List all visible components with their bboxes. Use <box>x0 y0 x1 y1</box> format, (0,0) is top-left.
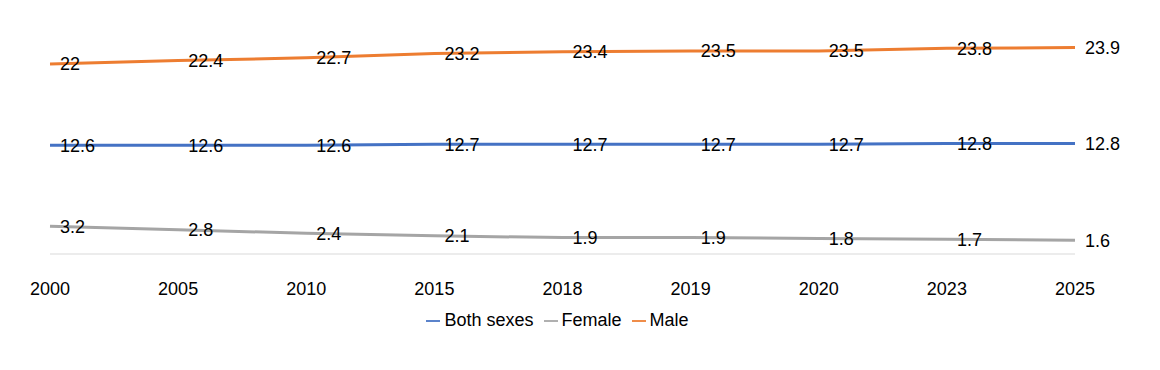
svg-text:23.9: 23.9 <box>1085 38 1120 58</box>
svg-text:22.4: 22.4 <box>188 51 223 71</box>
svg-text:12.7: 12.7 <box>829 135 864 155</box>
svg-text:2018: 2018 <box>542 279 582 299</box>
svg-text:2000: 2000 <box>30 279 70 299</box>
svg-text:12.8: 12.8 <box>1085 134 1120 154</box>
svg-text:2.1: 2.1 <box>444 226 469 246</box>
svg-text:1.7: 1.7 <box>957 230 982 250</box>
svg-text:12.7: 12.7 <box>573 135 608 155</box>
svg-text:2020: 2020 <box>799 279 839 299</box>
svg-text:2015: 2015 <box>414 279 454 299</box>
svg-text:2025: 2025 <box>1055 279 1095 299</box>
html-text:Male: Male <box>649 310 689 330</box>
svg-text:12.6: 12.6 <box>60 136 95 156</box>
svg-text:1.8: 1.8 <box>829 229 854 249</box>
svg-text:12.6: 12.6 <box>316 136 351 156</box>
html-text:Female: Female <box>561 310 622 330</box>
svg-text:2.8: 2.8 <box>188 220 213 240</box>
svg-text:1.9: 1.9 <box>573 228 598 248</box>
svg-text:1.9: 1.9 <box>701 228 726 248</box>
svg-text:22: 22 <box>60 54 80 74</box>
svg-text:2023: 2023 <box>927 279 967 299</box>
svg-text:23.2: 23.2 <box>444 44 479 64</box>
svg-text:12.7: 12.7 <box>444 135 479 155</box>
svg-text:3.2: 3.2 <box>60 217 85 237</box>
svg-text:2010: 2010 <box>286 279 326 299</box>
svg-text:12.7: 12.7 <box>701 135 736 155</box>
svg-text:23.4: 23.4 <box>573 42 608 62</box>
svg-text:22.7: 22.7 <box>316 48 351 68</box>
svg-text:23.5: 23.5 <box>701 41 736 61</box>
svg-text:2.4: 2.4 <box>316 224 341 244</box>
svg-text:1.6: 1.6 <box>1085 231 1110 251</box>
svg-text:23.8: 23.8 <box>957 39 992 59</box>
svg-text:12.8: 12.8 <box>957 134 992 154</box>
svg-text:12.6: 12.6 <box>188 136 223 156</box>
html-text:Both sexes: Both sexes <box>444 310 534 330</box>
svg-text:2005: 2005 <box>158 279 198 299</box>
svg-text:23.5: 23.5 <box>829 41 864 61</box>
svg-text:2019: 2019 <box>671 279 711 299</box>
